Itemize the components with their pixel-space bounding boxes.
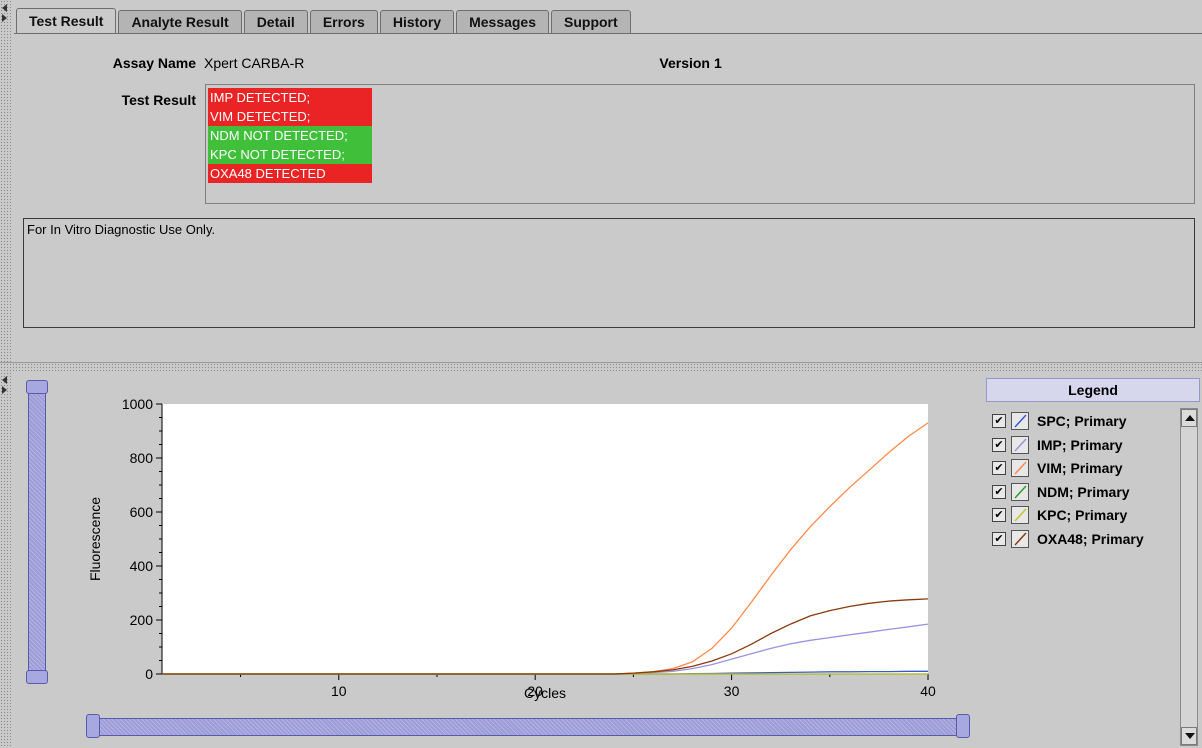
horizontal-slider-left-handle[interactable] — [86, 714, 100, 738]
vertical-zoom-slider[interactable] — [28, 386, 46, 678]
legend-checkbox-kpc[interactable]: ✔ — [992, 508, 1006, 522]
tab-messages[interactable]: Messages — [456, 10, 550, 34]
series-line-oxa48 — [162, 598, 929, 675]
arrow-up-icon — [1185, 415, 1195, 421]
tab-support[interactable]: Support — [551, 10, 631, 34]
legend-checkbox-oxa48[interactable]: ✔ — [992, 531, 1006, 546]
result-line-imp: IMP DETECTED; — [208, 88, 372, 107]
x-axis-label: Cycles — [524, 685, 566, 701]
legend-label: VIM; Primary — [1037, 460, 1123, 476]
legend-swatch-icon — [1011, 506, 1029, 524]
legend-checkbox-spc[interactable]: ✔ — [992, 414, 1006, 428]
y-axis: 0 200 400 600 800 1000 — [122, 396, 163, 682]
legend-label: IMP; Primary — [1037, 436, 1123, 453]
legend-label: NDM; Primary — [1037, 483, 1130, 500]
legend-swatch-icon — [1011, 435, 1029, 454]
notes-text: For In Vitro Diagnostic Use Only. — [27, 222, 216, 237]
notes-box: For In Vitro Diagnostic Use Only. — [23, 218, 1195, 328]
legend-checkbox-vim[interactable]: ✔ — [992, 461, 1006, 475]
legend-item-spc[interactable]: ✔ SPC; Primary — [992, 410, 1126, 432]
result-line-oxa48: OXA48 DETECTED — [208, 164, 372, 183]
split-pane-divider[interactable] — [0, 362, 1202, 372]
x-tick-label: 30 — [724, 683, 740, 699]
y-tick-label: 1000 — [122, 396, 153, 412]
tab-history[interactable]: History — [379, 10, 455, 34]
tab-analyte-result[interactable]: Analyte Result — [118, 10, 242, 34]
plot-area — [162, 404, 928, 674]
legend-item-vim[interactable]: ✔ VIM; Primary — [992, 457, 1123, 479]
vertical-slider-top-handle[interactable] — [26, 380, 48, 394]
test-result-panel: Test Result Analyte Result Detail Errors… — [0, 0, 1202, 362]
version-label: Version — [659, 55, 710, 71]
scroll-down-button[interactable] — [1181, 727, 1197, 745]
horizontal-slider-right-handle[interactable] — [956, 714, 970, 738]
assay-name-value: Xpert CARBA-R — [204, 55, 305, 71]
legend-panel: Legend ✔ SPC; Primary ✔ IMP; Primary ✔ VIM; P… — [986, 378, 1200, 748]
legend-label: KPC; Primary — [1037, 507, 1128, 523]
version-value: 1 — [714, 55, 722, 71]
tab-errors[interactable]: Errors — [309, 10, 378, 34]
legend-label: OXA48; Primary — [1037, 530, 1144, 547]
legend-item-imp[interactable]: ✔ IMP; Primary — [992, 434, 1123, 456]
y-tick-label: 600 — [130, 504, 154, 520]
y-tick-label: 0 — [145, 666, 153, 682]
collapse-left-icon[interactable] — [2, 376, 7, 384]
legend-item-kpc[interactable]: ✔ KPC; Primary — [992, 504, 1127, 526]
result-line-vim: VIM DETECTED; — [208, 107, 372, 126]
legend-title: Legend — [986, 378, 1200, 402]
tab-strip-divider — [14, 33, 1202, 34]
legend-scrollbar[interactable] — [1180, 408, 1198, 746]
vertical-slider-bottom-handle[interactable] — [26, 670, 48, 684]
top-panel-grip[interactable] — [0, 0, 12, 362]
collapse-left-icon[interactable] — [2, 4, 7, 12]
result-line-kpc: KPC NOT DETECTED; — [208, 145, 372, 164]
legend-label: SPC; Primary — [1037, 413, 1127, 429]
collapse-right-icon[interactable] — [2, 14, 7, 22]
x-tick-label: 40 — [920, 683, 936, 699]
result-line-ndm: NDM NOT DETECTED; — [208, 126, 372, 145]
legend-checkbox-ndm[interactable]: ✔ — [992, 484, 1006, 499]
graph-panel: 0 200 400 600 800 1000 10 20 30 40 Fluorescence … — [0, 372, 1202, 748]
series-lines — [162, 422, 929, 675]
x-tick-label: 20 — [527, 683, 543, 699]
collapse-right-icon[interactable] — [2, 386, 7, 394]
legend-checkbox-imp[interactable]: ✔ — [992, 437, 1006, 452]
y-tick-label: 400 — [130, 558, 154, 574]
y-tick-label: 800 — [130, 450, 154, 466]
legend-swatch-icon — [1011, 529, 1029, 548]
scroll-up-button[interactable] — [1181, 409, 1197, 427]
legend-item-oxa48[interactable]: ✔ OXA48; Primary — [992, 528, 1144, 550]
y-tick-label: 200 — [130, 612, 154, 628]
bottom-panel-grip[interactable] — [0, 372, 12, 748]
assay-name-label: Assay Name — [112, 55, 196, 71]
legend-swatch-icon — [1011, 412, 1029, 430]
tab-test-result[interactable]: Test Result — [16, 8, 117, 34]
arrow-down-icon — [1185, 733, 1195, 739]
tab-detail[interactable]: Detail — [243, 10, 308, 34]
legend-swatch-icon — [1011, 459, 1029, 477]
legend-swatch-icon — [1011, 482, 1029, 501]
legend-item-ndm[interactable]: ✔ NDM; Primary — [992, 481, 1130, 503]
test-result-label: Test Result — [121, 92, 196, 108]
tab-strip: Test Result Analyte Result Detail Errors… — [16, 8, 633, 34]
test-result-box: IMP DETECTED; VIM DETECTED; NDM NOT DETE… — [205, 84, 1195, 204]
y-axis-label: Fluorescence — [87, 497, 103, 581]
horizontal-zoom-slider[interactable] — [92, 718, 966, 736]
x-tick-label: 10 — [331, 683, 347, 699]
